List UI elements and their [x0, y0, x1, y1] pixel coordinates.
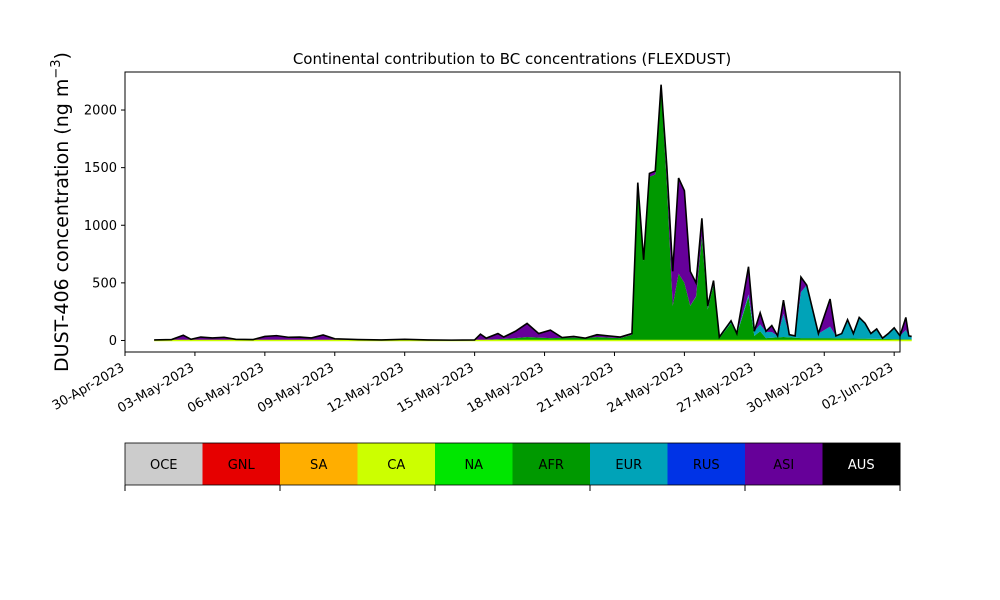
- y-axis-label-main: DUST-406 concentration (ng m: [51, 79, 73, 372]
- legend-label-eur: EUR: [615, 458, 642, 473]
- legend-swatch-aus: [822, 443, 901, 485]
- legend-label-ca: CA: [387, 458, 405, 473]
- x-tick-label: 27-May-2023: [675, 360, 757, 416]
- legend-swatch-afr: [512, 443, 591, 485]
- series-total-line: [154, 84, 912, 341]
- legend-swatch-gnl: [202, 443, 281, 485]
- y-tick-label: 1500: [84, 161, 117, 176]
- legend-frame: [124, 442, 901, 486]
- x-tick-label: 30-May-2023: [745, 360, 827, 416]
- chart-title: Continental contribution to BC concentra…: [293, 50, 731, 68]
- legend-swatch-ca: [357, 443, 436, 485]
- legend-label-aus: AUS: [848, 458, 875, 473]
- legend-swatch-sa: [280, 443, 358, 485]
- x-tick-label: 06-May-2023: [185, 360, 267, 416]
- plot-frame: [124, 71, 901, 353]
- legend-label-gnl: GNL: [228, 458, 256, 473]
- legend-swatch-na: [435, 443, 513, 485]
- legend-label-sa: SA: [310, 458, 327, 473]
- x-tick-label: 24-May-2023: [605, 360, 687, 416]
- x-tick-label: 15-May-2023: [395, 360, 477, 416]
- x-tick-label: 03-May-2023: [115, 360, 197, 416]
- y-tick-label: 500: [92, 276, 117, 291]
- legend-colorbar: OCE GNL SA CA NA AFR EUR RUS ASI AUS: [124, 442, 901, 491]
- y-tick-label: 1000: [84, 219, 117, 234]
- x-tick-label: 09-May-2023: [255, 360, 337, 416]
- x-tick-label: 02-Jun-2023: [819, 360, 896, 413]
- x-tick-label: 21-May-2023: [535, 360, 617, 416]
- y-axis-label-superscript: −3: [49, 59, 64, 78]
- legend-label-rus: RUS: [693, 458, 720, 473]
- x-tick-label: 12-May-2023: [325, 360, 407, 416]
- legend-label-na: NA: [464, 458, 483, 473]
- legend-swatch-eur: [590, 443, 668, 485]
- x-tick-label: 18-May-2023: [465, 360, 547, 416]
- y-axis-label: DUST-406 concentration (ng m−3): [49, 52, 73, 372]
- legend-swatch-rus: [667, 443, 746, 485]
- legend-label-oce: OCE: [150, 458, 178, 473]
- legend-swatch-asi: [745, 443, 823, 485]
- legend-label-afr: AFR: [539, 458, 564, 473]
- legend-swatch-oce: [125, 443, 203, 485]
- y-tick-label: 2000: [84, 104, 117, 119]
- legend-label-asi: ASI: [773, 458, 794, 473]
- y-axis-label-end: ): [51, 52, 73, 59]
- y-tick-label: 0: [109, 334, 117, 349]
